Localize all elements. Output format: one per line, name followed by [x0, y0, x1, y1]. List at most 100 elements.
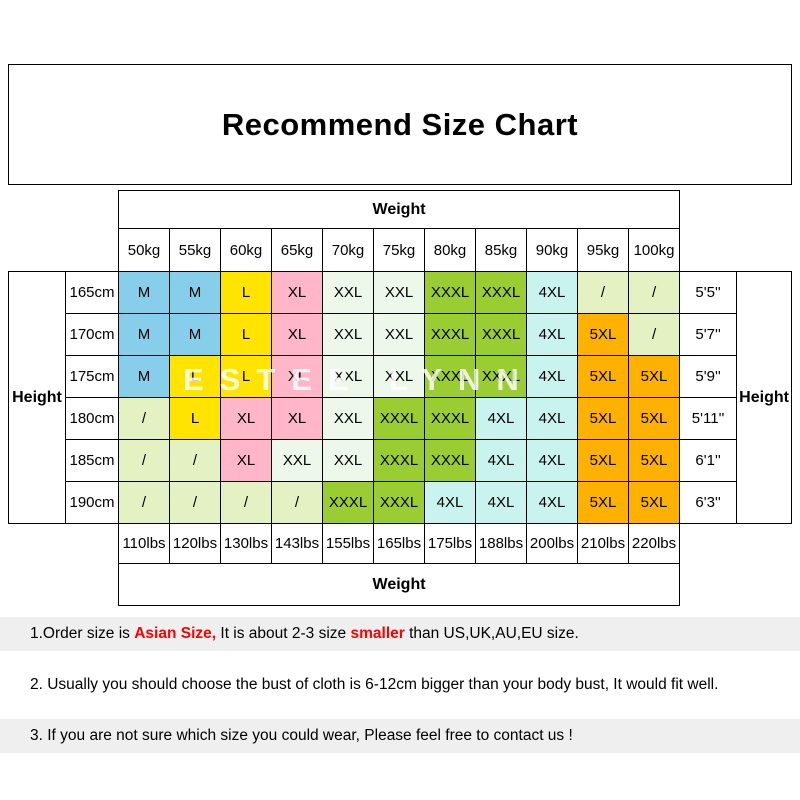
height-ft-label: 6'1'': [679, 439, 738, 482]
size-row: 170cm M M L XL XXL XXL XXXL XXXL 4XL 5XL/5'7'': [9, 313, 792, 356]
note-highlight-text: smaller: [350, 625, 405, 642]
corner-spacer: [680, 524, 792, 564]
size-row: 185cm / / XL XXL XXL XXXL XXXL 4XL 4XL 5XL 5XL 6'1'': [9, 439, 792, 482]
size-cell: 4XL: [526, 313, 578, 356]
kg-column-header: 95kg: [577, 228, 629, 272]
size-cell: 4XL: [424, 481, 476, 524]
size-cell: XL: [271, 355, 323, 398]
note-2: 2. Usually you should choose the bust of…: [0, 668, 800, 702]
lbs-column-footer: 210lbs: [577, 523, 629, 564]
kg-column-header: 90kg: [526, 228, 578, 272]
lbs-column-footer: 130lbs: [220, 523, 272, 564]
height-ft-label: 5'11'': [679, 397, 738, 440]
kg-column-header: 60kg: [220, 228, 272, 272]
size-chart-table: Weight 50kg 55kg 60kg 65kg 70kg 75kg 80kg 85kg 90…: [8, 190, 793, 606]
size-row: Height 165cm M M L XL XXL XXL XXXL XXXL 4XL //5'5''…: [8, 271, 793, 524]
size-cell: XXL: [373, 313, 425, 356]
size-cell: /: [169, 439, 221, 482]
height-cm-label: 185cm: [65, 439, 119, 482]
size-cell: /: [118, 481, 170, 524]
corner-spacer: [9, 564, 119, 606]
size-cell: L: [220, 355, 272, 398]
note-text: It is about 2-3 size: [216, 625, 351, 642]
size-cell: M: [169, 271, 221, 314]
size-chart-table-wrap: Weight 50kg 55kg 60kg 65kg 70kg 75kg 80kg 85kg 90…: [8, 190, 793, 606]
size-cell: /: [577, 271, 629, 314]
size-cell: M: [118, 313, 170, 356]
height-cm-label: 180cm: [65, 397, 119, 440]
size-cell: /: [118, 397, 170, 440]
height-ft-label: 5'9'': [679, 355, 738, 398]
size-cell: XXXL: [424, 271, 476, 314]
size-cell: XXXL: [424, 439, 476, 482]
title-box: Recommend Size Chart: [8, 64, 792, 185]
size-cell: XXL: [322, 313, 374, 356]
size-cell: XXL: [373, 355, 425, 398]
size-cell: XXXL: [475, 313, 527, 356]
height-ft-label: 5'7'': [679, 313, 738, 356]
kg-column-header: 50kg: [118, 228, 170, 272]
size-cell: 5XL: [627, 439, 681, 482]
lbs-column-footer: 143lbs: [271, 523, 323, 564]
size-cell: XL: [271, 271, 323, 314]
size-cell: XXXL: [373, 439, 425, 482]
size-cell: 4XL: [526, 481, 578, 524]
size-cell: XXXL: [424, 313, 476, 356]
size-cell: 4XL: [526, 355, 578, 398]
kg-column-header: 70kg: [322, 228, 374, 272]
lbs-column-footer: 220lbs: [627, 523, 681, 564]
size-cell: XXL: [271, 439, 323, 482]
lbs-column-footer: 175lbs: [424, 523, 476, 564]
height-cm-label: 170cm: [65, 313, 119, 356]
size-cell: M: [118, 271, 170, 314]
size-cell: 4XL: [475, 397, 527, 440]
size-row: 180cm / L XL XL XXL XXXL XXXL 4XL 4XL 5XL 5XL 5'11'': [9, 397, 792, 440]
size-cell: /: [627, 313, 681, 356]
lbs-column-footer: 188lbs: [475, 523, 527, 564]
size-cell: M: [169, 313, 221, 356]
size-cell: XXXL: [373, 481, 425, 524]
kg-column-header: 85kg: [475, 228, 527, 272]
notes-section: 1.Order size is Asian Size, It is about …: [0, 617, 800, 753]
size-cell: M: [118, 355, 170, 398]
height-axis-left: Height: [8, 271, 66, 524]
note-text: 3. If you are not sure which size you co…: [30, 727, 573, 744]
size-cell: /: [220, 481, 272, 524]
height-cm-label: 175cm: [65, 355, 119, 398]
weight-axis-top: Weight: [117, 190, 681, 229]
size-cell: L: [220, 313, 272, 356]
size-cell: 5XL: [577, 355, 629, 398]
corner-spacer: [680, 564, 792, 606]
size-cell: L: [220, 271, 272, 314]
note-3: 3. If you are not sure which size you co…: [0, 719, 800, 753]
corner-spacer: [9, 524, 119, 564]
lbs-column-footer: 120lbs: [169, 523, 221, 564]
corner-spacer: [680, 229, 792, 272]
size-cell: 5XL: [627, 397, 681, 440]
height-ft-label: 6'3'': [679, 481, 738, 524]
size-cell: /: [169, 481, 221, 524]
corner-spacer: [680, 191, 792, 229]
size-cell: 4XL: [526, 439, 578, 482]
size-cell: XXXL: [373, 397, 425, 440]
kg-column-header: 100kg: [627, 228, 681, 272]
note-text: 2. Usually you should choose the bust of…: [30, 676, 719, 693]
height-ft-label: 5'5'': [679, 271, 738, 314]
page-title: Recommend Size Chart: [221, 106, 579, 142]
corner-spacer: [9, 229, 119, 272]
size-cell: XXXL: [475, 355, 527, 398]
size-cell: 5XL: [577, 313, 629, 356]
size-cell: 4XL: [526, 397, 578, 440]
size-cell: /: [271, 481, 323, 524]
size-cell: XXL: [322, 397, 374, 440]
kg-column-header: 80kg: [424, 228, 476, 272]
size-cell: XXXL: [424, 355, 476, 398]
size-row: 190cm / / / / XXXL XXXL 4XL 4XL 4XL 5XL 5XL 6'3'': [9, 481, 792, 524]
size-cell: 5XL: [627, 355, 681, 398]
size-cell: XXL: [322, 271, 374, 314]
note-text: 1.Order size is: [30, 625, 135, 642]
kg-column-header: 55kg: [169, 228, 221, 272]
size-cell: 5XL: [627, 481, 681, 524]
lbs-column-footer: 110lbs: [118, 523, 170, 564]
